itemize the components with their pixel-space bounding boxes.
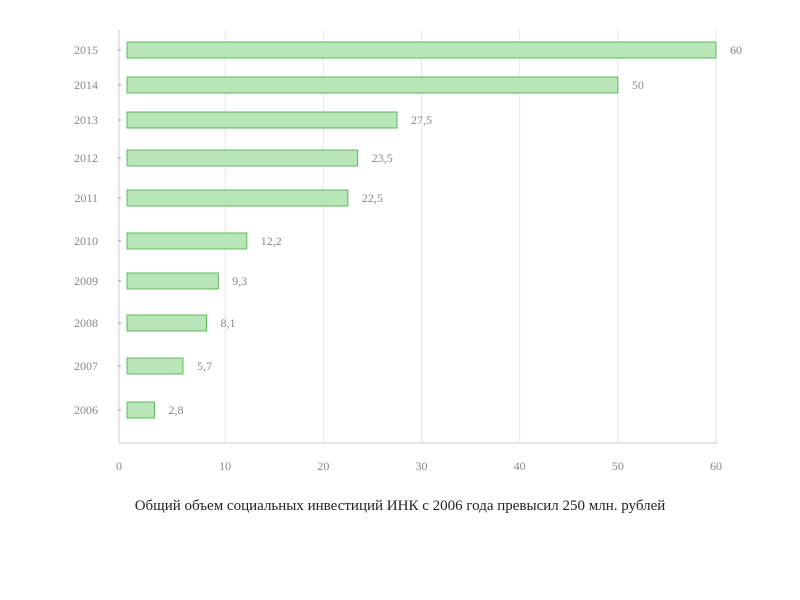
bar (126, 314, 208, 332)
x-tick-label: 20 (317, 459, 329, 473)
value-label: 9,3 (232, 274, 247, 288)
bar (126, 401, 155, 419)
bar (126, 272, 219, 290)
x-tick-label: 50 (612, 459, 624, 473)
chart-caption: Общий объем социальных инвестиций ИНК с … (134, 498, 666, 514)
category-label: 2011 (74, 191, 98, 205)
category-label: 2012 (74, 151, 98, 165)
category-label: 2009 (74, 274, 98, 288)
value-label: 12,2 (261, 234, 282, 248)
category-label: 2015 (74, 43, 98, 57)
category-label: 2014 (74, 78, 98, 92)
bar (126, 41, 717, 59)
value-label: 27,5 (411, 113, 432, 127)
category-label: 2006 (74, 403, 98, 417)
value-label: 8,1 (221, 316, 236, 330)
value-label: 23,5 (372, 151, 393, 165)
value-label: 50 (632, 78, 644, 92)
bar (126, 357, 184, 375)
value-label: 60 (730, 43, 742, 57)
value-label: 22,5 (362, 191, 383, 205)
bar (126, 111, 398, 129)
x-tick-label: 30 (416, 459, 428, 473)
category-label: 2007 (74, 359, 98, 373)
category-label: 2010 (74, 234, 98, 248)
category-label: 2013 (74, 113, 98, 127)
value-label: 5,7 (197, 359, 212, 373)
category-label: 2008 (74, 316, 98, 330)
value-label: 2,8 (168, 403, 183, 417)
bar-chart: 0 10 20 30 40 50 60 2015 60 2014 50 2013 27,5 2012 23,… (74, 30, 742, 473)
x-tick-label: 60 (710, 459, 722, 473)
bar (126, 149, 359, 167)
bar (126, 232, 248, 250)
x-tick-label: 10 (219, 459, 231, 473)
bar (126, 76, 619, 94)
x-tick-label: 0 (116, 459, 122, 473)
bar (126, 189, 349, 207)
x-tick-label: 40 (514, 459, 526, 473)
